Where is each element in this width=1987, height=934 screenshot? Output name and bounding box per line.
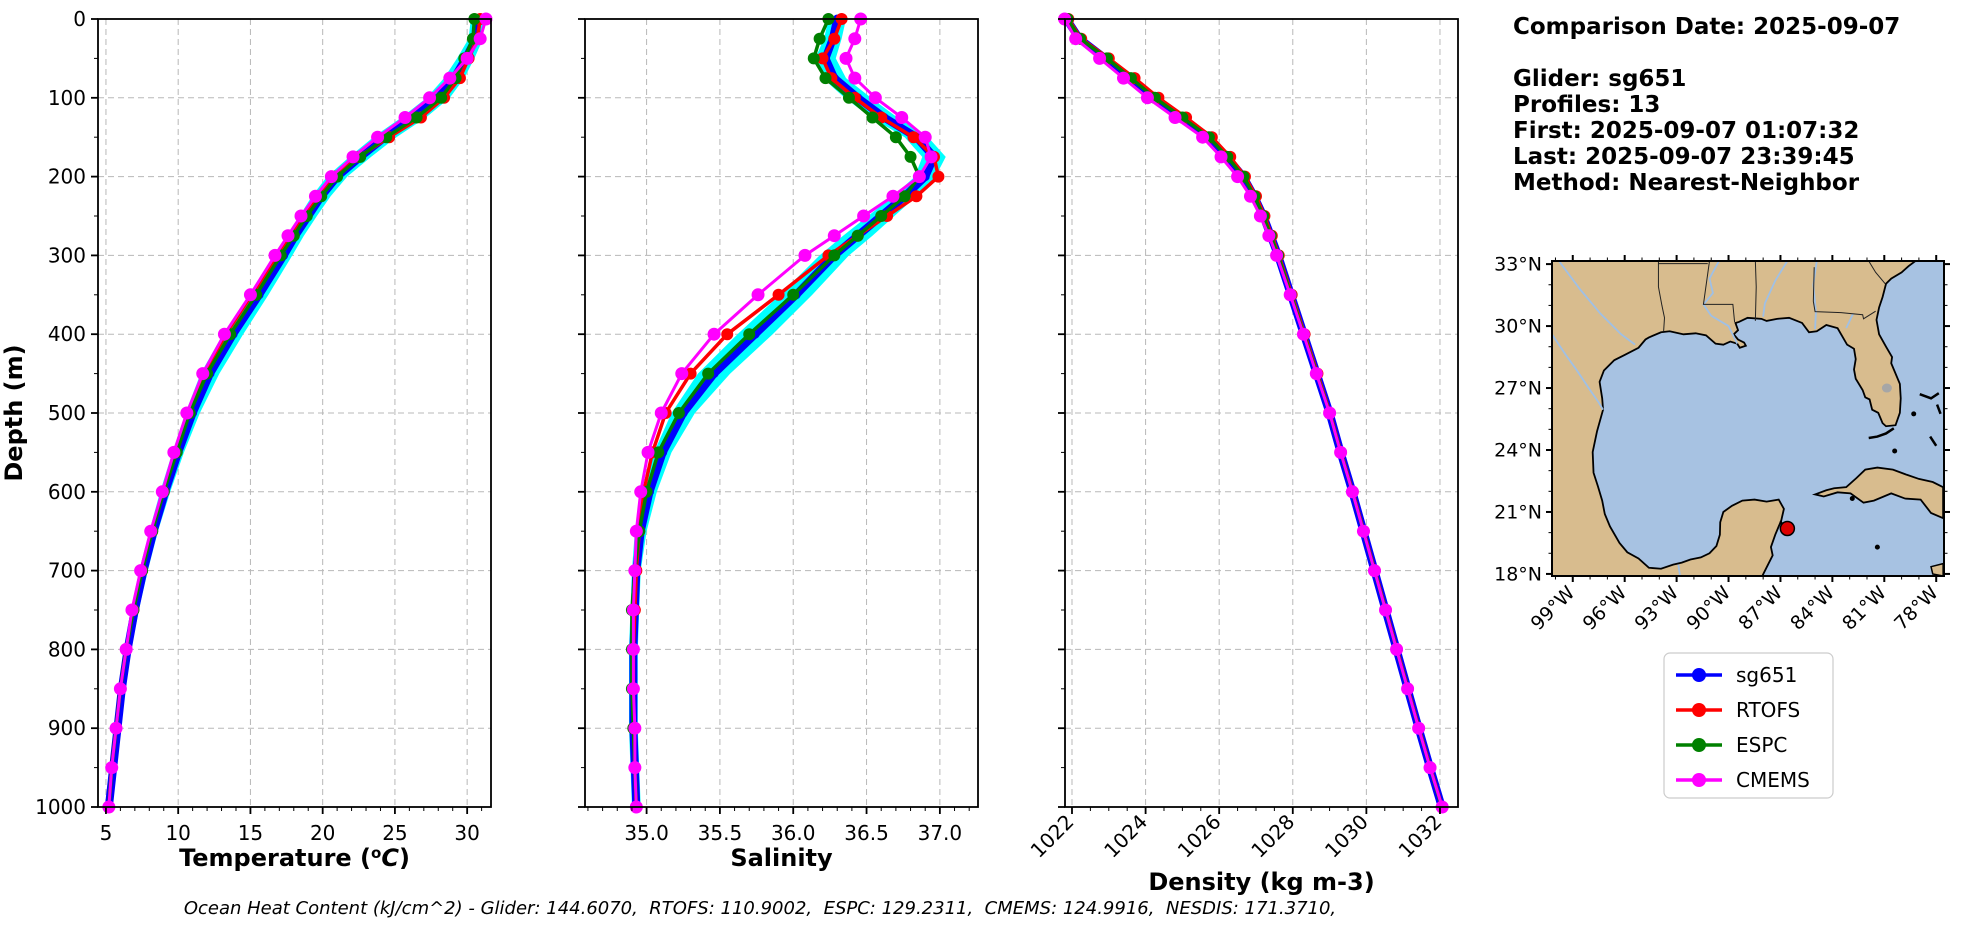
svg-text:81°W: 81°W [1838,582,1891,635]
svg-text:25: 25 [382,821,407,845]
svg-text:200: 200 [48,165,86,189]
svg-text:400: 400 [48,322,86,346]
svg-text:1030: 1030 [1320,810,1373,863]
svg-text:27°N: 27°N [1494,378,1542,400]
axis-ticks [578,18,970,814]
svg-text:90°W: 90°W [1682,582,1735,635]
lake-okeechobee [1881,383,1892,393]
x-tick-labels: 35.0 35.5 36.0 36.5 37.0 [624,821,962,845]
svg-text:36.5: 36.5 [844,821,889,845]
svg-text:1022: 1022 [1026,810,1079,863]
info-spacer [1513,40,1900,66]
svg-text:1024: 1024 [1099,810,1152,863]
svg-text:37.0: 37.0 [918,821,963,845]
series-CMEMS [626,12,938,814]
series-CMEMS [102,12,493,814]
depth-axis-label: Depth (m) [0,344,28,481]
legend-marker-swatch [1692,738,1706,752]
legend-item-ESPC: ESPC [1676,733,1787,757]
svg-text:1028: 1028 [1246,810,1299,863]
map-rivers [1552,261,1854,576]
svg-text:10: 10 [165,821,190,845]
gridlines [98,18,491,808]
legend-marker-swatch [1692,773,1706,787]
svg-text:18°N: 18°N [1494,564,1542,586]
x-tick-labels: 1022 1024 1026 1028 1030 1032 [1026,810,1447,863]
svg-text:84°W: 84°W [1786,582,1839,635]
svg-text:1000: 1000 [35,795,86,819]
temperature-plot: 5 10 15 20 25 3001002003004005006007008009001… [0,7,493,872]
first-profile-time-text: First: 2025-09-07 01:07:32 [1513,118,1860,144]
svg-text:700: 700 [48,559,86,583]
svg-text:100: 100 [48,86,86,110]
salinity-plot: 35.0 35.5 36.0 36.5 37.0 Salinity [578,12,979,872]
svg-text:99°W: 99°W [1527,582,1580,635]
legend-label: sg651 [1736,663,1797,687]
svg-text:5: 5 [100,821,113,845]
method-text: Method: Nearest-Neighbor [1513,170,1860,196]
profiles-count-text: Profiles: 13 [1513,92,1661,118]
svg-text:36.0: 36.0 [771,821,816,845]
last-profile-time-text: Last: 2025-09-07 23:39:45 [1513,144,1855,170]
map-ticks [1546,255,1950,582]
legend-marker-swatch [1692,668,1706,682]
x-tick-labels: 5 10 15 20 25 30 [100,821,480,845]
map-land [1552,261,1944,576]
svg-text:87°W: 87°W [1734,582,1787,635]
map-jamaica [1930,562,1944,576]
svg-text:35.0: 35.0 [624,821,669,845]
temperature-axis-label: Temperature (oC) [179,844,410,872]
svg-text:78°W: 78°W [1890,582,1943,635]
svg-text:93°W: 93°W [1630,582,1683,635]
legend-item-sg651: sg651 [1676,663,1797,687]
svg-text:20: 20 [310,821,335,845]
gulf-of-mexico-map: 99°W 96°W 93°W 90°W 87°W 84°W 81°W 78°W 33°N 30°N… [1494,254,1950,635]
comparison-date-text: Comparison Date: 2025-09-07 [1513,14,1901,40]
glider-location-marker [1779,520,1796,537]
svg-text:30: 30 [454,821,479,845]
svg-text:15: 15 [238,821,263,845]
svg-text:0: 0 [73,7,86,31]
legend-marker-swatch [1692,703,1706,717]
comparison-info-panel: Comparison Date: 2025-09-07 Glider: sg65… [1513,14,1900,196]
svg-text:33°N: 33°N [1494,254,1542,276]
legend-item-CMEMS: CMEMS [1676,768,1810,792]
svg-text:900: 900 [48,716,86,740]
density-axis-label: Density (kg m-3) [1148,868,1374,896]
glider-envelope-band [628,19,946,807]
gridlines [1065,18,1458,808]
legend-item-RTOFS: RTOFS [1676,698,1800,722]
legend-label: RTOFS [1736,698,1800,722]
svg-text:500: 500 [48,401,86,425]
svg-text:24°N: 24°N [1494,440,1542,462]
legend-label: CMEMS [1736,768,1810,792]
svg-text:30°N: 30°N [1494,316,1542,338]
svg-text:21°N: 21°N [1494,502,1542,524]
svg-text:300: 300 [48,243,86,267]
legend-label: ESPC [1736,733,1787,757]
density-plot: 1022 1024 1026 1028 1030 1032 Density (kg m-3) [1026,12,1459,896]
svg-text:1026: 1026 [1173,810,1226,863]
ocean-heat-content-note: Ocean Heat Content (kJ/cm^2) - Glider: 1… [183,898,1337,919]
svg-text:800: 800 [48,637,86,661]
glider-name-text: Glider: sg651 [1513,66,1687,92]
series-CMEMS [1058,12,1449,814]
map-mainland [1552,261,1917,576]
map-state-borders [1657,261,1886,332]
svg-text:35.5: 35.5 [698,821,743,845]
legend: sg651 RTOFS ESPC CMEMS [1663,652,1834,799]
svg-text:96°W: 96°W [1579,582,1632,635]
map-frame [1551,260,1945,577]
salinity-axis-label: Salinity [730,844,833,872]
axis-ticks [1058,18,1441,814]
axis-ticks [91,18,483,814]
svg-text:600: 600 [48,480,86,504]
y-tick-labels: 0 100 200 300 400 500 600 700 800 900 1000 [35,7,86,819]
svg-text:1032: 1032 [1394,810,1447,863]
legend-box [1663,652,1834,799]
